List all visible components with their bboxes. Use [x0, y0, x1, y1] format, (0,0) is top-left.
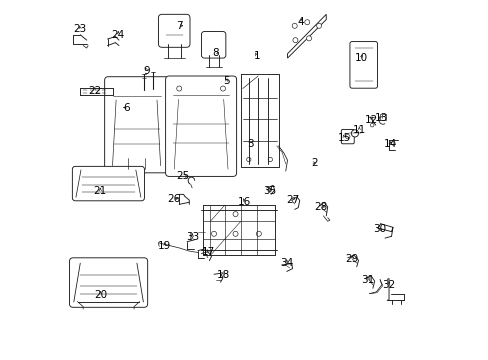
Circle shape [391, 141, 394, 145]
Circle shape [267, 188, 271, 192]
Text: 21: 21 [94, 186, 107, 197]
Circle shape [351, 130, 358, 137]
FancyBboxPatch shape [201, 32, 225, 58]
Text: 26: 26 [166, 194, 180, 204]
Text: 16: 16 [237, 197, 251, 207]
Text: 3: 3 [247, 139, 254, 149]
Circle shape [220, 86, 225, 91]
Text: 5: 5 [223, 76, 229, 86]
Text: 28: 28 [314, 202, 327, 212]
Text: 32: 32 [381, 280, 394, 290]
Text: 34: 34 [280, 258, 293, 268]
Text: 6: 6 [123, 103, 130, 113]
Text: 23: 23 [74, 24, 87, 35]
Text: 12: 12 [365, 115, 378, 125]
FancyBboxPatch shape [158, 14, 190, 47]
Text: 1: 1 [253, 51, 260, 61]
Text: 11: 11 [352, 125, 365, 135]
Text: 14: 14 [383, 139, 396, 149]
Circle shape [345, 134, 349, 139]
Text: 10: 10 [354, 53, 367, 63]
Bar [379, 114, 385, 120]
Text: 25: 25 [176, 171, 189, 181]
Circle shape [306, 36, 311, 41]
FancyBboxPatch shape [349, 41, 377, 88]
FancyBboxPatch shape [341, 130, 353, 144]
Text: 4: 4 [297, 17, 304, 27]
Circle shape [233, 212, 238, 217]
Text: 31: 31 [361, 275, 374, 285]
Text: 33: 33 [185, 232, 199, 242]
Text: 35: 35 [263, 186, 276, 197]
Circle shape [304, 20, 309, 25]
FancyBboxPatch shape [69, 258, 147, 307]
Circle shape [292, 38, 297, 42]
Text: 8: 8 [211, 48, 218, 58]
Circle shape [292, 23, 297, 28]
Text: 17: 17 [202, 247, 215, 257]
Text: 2: 2 [310, 158, 317, 168]
FancyBboxPatch shape [104, 77, 168, 173]
Text: 13: 13 [374, 113, 387, 123]
Circle shape [267, 157, 272, 162]
Circle shape [246, 157, 250, 162]
Text: 18: 18 [216, 270, 229, 280]
FancyBboxPatch shape [72, 166, 144, 201]
Text: 15: 15 [337, 133, 350, 143]
Circle shape [176, 86, 182, 91]
Text: 7: 7 [176, 21, 182, 31]
Text: 24: 24 [111, 30, 124, 40]
Circle shape [211, 231, 216, 236]
Polygon shape [287, 14, 325, 58]
Text: 29: 29 [345, 254, 358, 264]
Circle shape [233, 231, 238, 236]
FancyBboxPatch shape [165, 76, 236, 176]
Text: 27: 27 [285, 195, 299, 205]
Circle shape [316, 23, 321, 28]
Circle shape [256, 231, 261, 236]
Text: 19: 19 [158, 241, 171, 251]
Text: 20: 20 [94, 290, 107, 300]
Text: 22: 22 [88, 86, 101, 96]
Text: 9: 9 [143, 66, 150, 76]
Circle shape [369, 123, 373, 127]
Text: 30: 30 [372, 225, 385, 234]
